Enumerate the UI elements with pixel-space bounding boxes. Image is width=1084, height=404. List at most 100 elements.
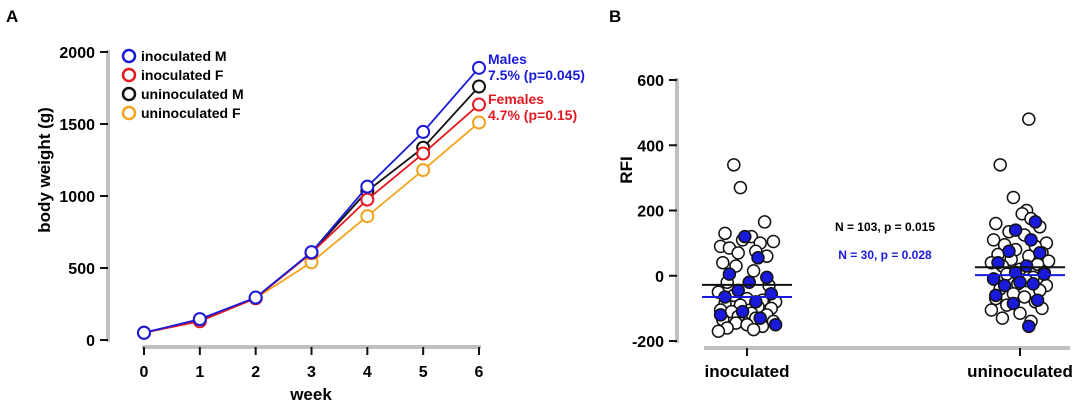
- panel-a-legend: inoculated M inoculated F uninoculated M un…: [121, 48, 244, 121]
- legend-label: uninoculated M: [141, 86, 244, 102]
- panel-a-x-axis-label: week: [289, 385, 332, 404]
- males-annotation-title: Males: [488, 51, 527, 67]
- rfi-point-open: [1006, 190, 1021, 205]
- rfi-point-filled: [989, 288, 1003, 303]
- legend-marker: [121, 105, 137, 121]
- panel-a-x-tick-label: 4: [363, 364, 372, 381]
- rfi-point-open: [757, 215, 772, 229]
- rfi-point-filled: [1026, 277, 1040, 291]
- rfi-point-filled: [742, 275, 756, 290]
- panel-b-axes: -200 0 200 400 600 inoculated uninoculated: [632, 73, 1073, 381]
- data-point: [472, 79, 486, 94]
- panel-a-x-tick-label: 2: [251, 364, 260, 381]
- data-point: [137, 325, 151, 340]
- rfi-point-filled: [768, 317, 783, 332]
- data-point: [472, 60, 486, 75]
- rfi-point-filled: [1008, 223, 1023, 237]
- rfi-point-filled: [1013, 275, 1027, 290]
- stat-subset: N = 30, p = 0.028: [838, 248, 932, 262]
- data-point: [416, 146, 431, 161]
- rfi-point-filled: [1033, 246, 1047, 260]
- legend-label: inoculated M: [141, 48, 227, 64]
- data-point: [192, 312, 207, 327]
- data-point: [472, 115, 486, 130]
- rfi-point-open: [995, 311, 1010, 325]
- panel-a-x-tick-label: 1: [195, 364, 204, 381]
- rfi-point-filled: [1002, 244, 1016, 259]
- rfi-point-open: [993, 158, 1007, 172]
- panel-a-x-tick-label: 3: [307, 364, 316, 381]
- rfi-point-open: [746, 264, 761, 278]
- panel-a-y-axis-label: body weight (g): [35, 107, 54, 233]
- data-point: [472, 97, 486, 112]
- panel-a-x-tick-label: 5: [419, 364, 428, 381]
- rfi-point-filled: [1028, 215, 1043, 229]
- rfi-point-filled: [738, 229, 752, 244]
- legend-label: inoculated F: [141, 67, 224, 83]
- rfi-point-open: [766, 234, 781, 249]
- rfi-point-filled: [1024, 233, 1038, 247]
- series-line-inoculated-f: [143, 103, 480, 334]
- rfi-point-filled: [1019, 259, 1034, 273]
- panel-b-y-tick-label: 200: [637, 204, 664, 221]
- rfi-point-open: [746, 322, 761, 337]
- panel-a-label: A: [6, 7, 18, 26]
- panel-a-x-tick-label: 6: [475, 364, 484, 381]
- data-point: [360, 179, 375, 194]
- rfi-point-filled: [997, 278, 1012, 293]
- females-annotation-stat: 4.7% (p=0.15): [488, 107, 577, 123]
- rfi-point-filled: [1006, 296, 1021, 311]
- data-point: [360, 209, 375, 224]
- panel-b-category-label: inoculated: [704, 362, 789, 381]
- rfi-point-filled: [753, 311, 767, 325]
- panel-b-y-tick-label: 0: [655, 269, 664, 286]
- rfi-point-open: [716, 255, 730, 270]
- series-line-uninoculated-m: [143, 85, 480, 334]
- panel-b-category-label: uninoculated: [967, 362, 1073, 381]
- rfi-point-open: [1013, 306, 1027, 321]
- panel-a-x-tick-label: 0: [140, 364, 149, 381]
- rfi-point-open: [984, 303, 999, 317]
- panel-b-y-tick-label: -200: [632, 334, 664, 351]
- rfi-point-filled: [749, 295, 763, 309]
- panel-a-y-tick-label: 0: [86, 333, 95, 350]
- legend-label: uninoculated F: [141, 105, 241, 121]
- males-annotation-stat: 7.5% (p=0.045): [488, 67, 585, 83]
- data-point: [360, 192, 375, 207]
- data-point: [416, 124, 431, 139]
- panel-a-series: [137, 60, 486, 340]
- panel-b-mean-lines: [702, 266, 1065, 298]
- stat-all-animals: N = 103, p = 0.015: [835, 220, 935, 234]
- rfi-point-open: [733, 180, 748, 195]
- data-point: [304, 245, 319, 260]
- panel-b-y-tick-label: 600: [637, 73, 664, 90]
- rfi-point-filled: [991, 255, 1005, 270]
- data-point: [416, 163, 431, 178]
- rfi-point-filled: [760, 270, 774, 285]
- rfi-point-filled: [751, 251, 765, 265]
- legend-marker: [121, 48, 137, 64]
- females-annotation-title: Females: [488, 91, 544, 107]
- rfi-point-filled: [722, 267, 737, 281]
- rfi-point-filled: [1022, 319, 1036, 334]
- panel-a-y-tick-label: 1500: [59, 117, 95, 134]
- panel-b-y-axis-label: RFI: [617, 156, 636, 183]
- panel-a-y-tick-label: 1000: [59, 189, 95, 206]
- rfi-point-filled: [731, 283, 745, 298]
- rfi-point-open: [1022, 112, 1036, 126]
- rfi-point-open: [1017, 290, 1032, 304]
- rfi-point-open: [718, 226, 732, 241]
- panel-a-y-tick-label: 2000: [59, 45, 95, 62]
- rfi-point-filled: [1030, 293, 1045, 307]
- rfi-point-open: [986, 233, 1001, 247]
- panel-b-y-tick-label: 400: [637, 138, 664, 155]
- data-point: [248, 290, 263, 305]
- panel-a-axes: 0 500 1000 1500 2000 0 1 2 3 4 5 6: [59, 45, 483, 381]
- rfi-point-open: [989, 216, 1003, 231]
- rfi-point-open: [731, 246, 745, 260]
- panel-a-y-tick-label: 500: [68, 261, 95, 278]
- legend-marker: [121, 67, 137, 83]
- rfi-point-open: [727, 158, 741, 172]
- panel-b-label: B: [609, 7, 621, 26]
